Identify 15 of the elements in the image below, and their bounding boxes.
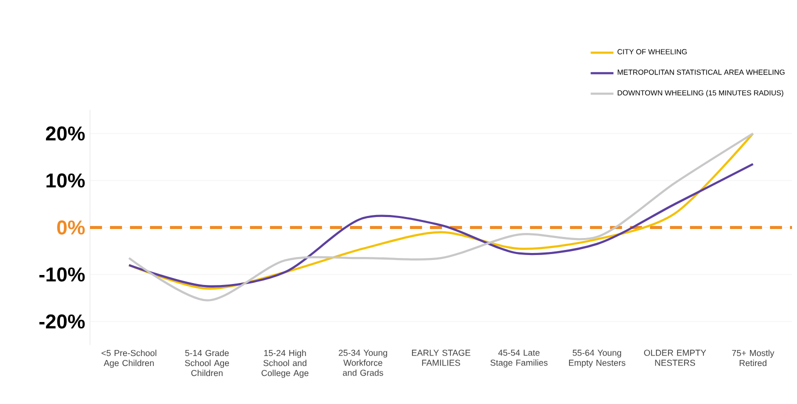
y-tick-label: -10% (39, 267, 85, 282)
line-series (128, 162, 754, 288)
x-tick-label: 75+ Mostly Retired (732, 350, 774, 366)
y-tick-label: 10% (46, 173, 85, 188)
x-tick-label: <5 Pre-School Age Children (102, 350, 156, 368)
y-tick-label: 0% (57, 220, 85, 235)
x-tick-label: 15-24 High School and College Age (262, 350, 308, 378)
x-tick-label: 25-34 Young Workforce and Grads (338, 350, 388, 376)
x-tick-label: 55-64 Young Empty Nesters (569, 350, 626, 368)
y-tick-label: -20% (39, 314, 85, 329)
x-tick-label: 45-54 Late Stage Families (490, 350, 548, 368)
x-tick-label: 5-14 Grade School Age Children (184, 350, 230, 376)
x-tick-label: OLDER EMPTY NESTERS (644, 350, 706, 366)
x-tick-label: EARLY STAGE FAMILIES (412, 350, 470, 366)
y-tick-label: 20% (46, 126, 85, 141)
